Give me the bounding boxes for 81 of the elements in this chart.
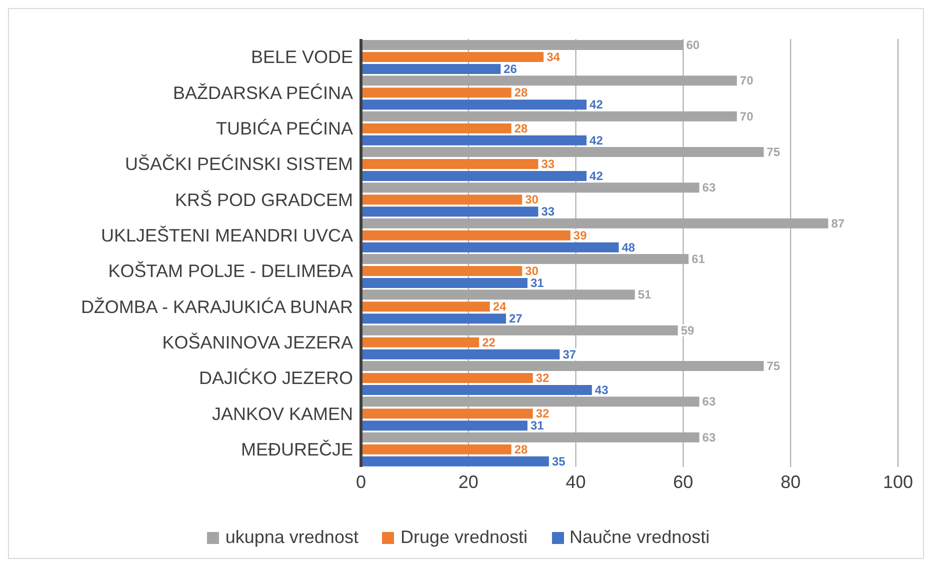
data-label: 35 <box>552 454 566 468</box>
y-tick-label: KRŠ POD GRADCEM <box>174 190 353 210</box>
data-label: 26 <box>504 62 518 76</box>
legend-label: Druge vrednosti <box>400 527 528 548</box>
bar <box>361 373 533 383</box>
bar <box>361 242 619 252</box>
bar <box>361 135 587 146</box>
data-label: 42 <box>590 133 604 148</box>
data-label: 87 <box>831 216 845 230</box>
y-tick-label: BELE VODE <box>250 47 353 68</box>
legend-label: Naučne vrednosti <box>570 527 710 548</box>
y-tick-label: UKLJEŠTENI MEANDRI UVCA <box>100 226 353 246</box>
data-label: 22 <box>482 335 496 350</box>
bar <box>361 314 506 324</box>
bar <box>361 349 560 360</box>
data-label: 24 <box>492 300 507 314</box>
data-label: 63 <box>702 180 716 195</box>
bar <box>361 385 592 395</box>
bar <box>361 456 549 466</box>
data-label: 37 <box>562 347 576 362</box>
data-label: 59 <box>680 323 695 338</box>
x-tick-label: 100 <box>882 472 914 492</box>
bar <box>361 337 480 348</box>
bar <box>361 444 512 454</box>
y-tick-label: BAŽDARSKA PEĆINA <box>172 82 353 103</box>
bar <box>361 52 544 62</box>
x-tick-label: 40 <box>566 472 586 492</box>
y-tick-label: DŽOMBA - KARAJUKIĆA BUNAR <box>80 296 353 317</box>
bar <box>361 194 522 205</box>
y-tick-label: UŠAČKI PEĆINSKI SISTEM <box>124 154 353 174</box>
bar <box>361 408 533 419</box>
data-label: 60 <box>686 38 700 52</box>
y-tick-label: MEĐUREČJE <box>240 440 353 460</box>
bar <box>361 302 490 312</box>
bar <box>361 159 538 169</box>
data-label: 70 <box>740 74 754 88</box>
data-label: 30 <box>525 192 539 207</box>
bar <box>361 278 528 288</box>
data-label: 43 <box>594 383 609 397</box>
bar <box>361 88 512 98</box>
data-label: 75 <box>766 145 780 159</box>
bar <box>361 123 512 134</box>
y-tick-label: JANKOV KAMEN <box>212 404 353 424</box>
bar <box>361 266 522 276</box>
x-tick-label: 0 <box>356 472 366 492</box>
data-label: 63 <box>702 394 716 409</box>
data-label: 27 <box>508 312 523 326</box>
data-label: 31 <box>530 276 544 290</box>
x-tick-label: 20 <box>458 472 478 492</box>
data-label: 39 <box>573 228 588 242</box>
data-label: 51 <box>638 288 652 302</box>
data-label: 42 <box>590 98 604 112</box>
data-label: 48 <box>622 240 636 254</box>
data-label: 31 <box>530 418 544 433</box>
bar <box>361 100 587 110</box>
data-label: 34 <box>546 50 560 64</box>
data-label: 61 <box>692 252 706 266</box>
data-label: 28 <box>514 121 528 136</box>
data-label: 63 <box>702 430 716 444</box>
data-label: 33 <box>541 204 555 219</box>
bar <box>361 206 538 217</box>
data-label: 28 <box>514 442 528 456</box>
x-tick-label: 60 <box>673 472 694 492</box>
y-tick-label: TUBIĆA PEĆINA <box>216 118 353 139</box>
data-label: 42 <box>590 169 604 183</box>
data-label: 70 <box>740 109 754 124</box>
legend-label: ukupna vrednost <box>225 527 358 548</box>
bar <box>361 171 587 181</box>
bar <box>361 64 501 74</box>
y-tick-label: KOŠANINOVA JEZERA <box>162 332 353 353</box>
data-label: 33 <box>541 157 555 171</box>
x-tick-label: 80 <box>780 472 801 492</box>
bar <box>361 230 570 240</box>
data-label: 30 <box>525 264 539 278</box>
data-label: 32 <box>536 371 550 385</box>
data-label: 28 <box>514 86 528 100</box>
y-tick-label: KOŠTAM POLJE - DELIMEĐA <box>108 261 353 282</box>
data-label: 75 <box>766 359 780 373</box>
bar <box>361 420 528 431</box>
data-label: 32 <box>536 406 550 421</box>
y-tick-label: DAJIĆKO JEZERO <box>198 368 353 388</box>
